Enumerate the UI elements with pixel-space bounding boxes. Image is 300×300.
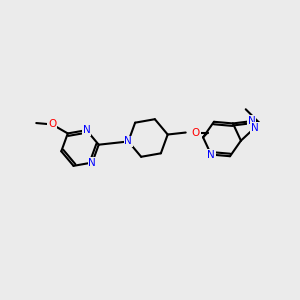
Text: N: N <box>251 123 259 133</box>
Text: O: O <box>192 128 200 137</box>
Text: N: N <box>207 150 215 160</box>
Text: O: O <box>48 119 56 129</box>
Text: N: N <box>248 116 256 126</box>
Text: N: N <box>124 136 132 146</box>
Text: N: N <box>88 158 96 168</box>
Text: N: N <box>82 125 90 135</box>
